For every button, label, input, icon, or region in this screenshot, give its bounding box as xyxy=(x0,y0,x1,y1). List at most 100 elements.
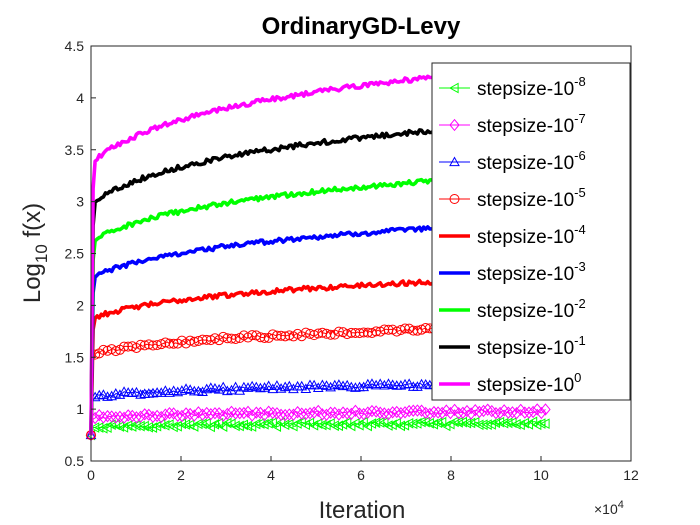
series-marker xyxy=(131,386,142,397)
legend-label-base: stepsize-10 xyxy=(477,79,574,100)
series-marker xyxy=(259,418,269,430)
series-marker xyxy=(226,384,237,395)
series-marker xyxy=(288,383,299,394)
series-marker xyxy=(519,417,529,429)
series-marker xyxy=(325,406,336,419)
series-marker xyxy=(226,333,237,344)
series-marker xyxy=(263,405,274,418)
x-axis-label: Iteration xyxy=(319,497,406,524)
y-tick-label: 2.5 xyxy=(65,246,85,262)
legend-item: stepsize-10-2 xyxy=(439,296,586,322)
series-marker xyxy=(280,331,291,342)
series-marker xyxy=(453,407,464,420)
series-marker xyxy=(408,325,419,336)
series-marker xyxy=(382,420,393,431)
series-marker xyxy=(511,418,521,430)
series-marker xyxy=(437,406,448,420)
series-marker xyxy=(403,378,415,389)
series-marker xyxy=(329,379,341,390)
series-marker xyxy=(176,409,188,423)
x-tick-label: 0 xyxy=(87,467,95,483)
series-marker xyxy=(131,411,142,424)
legend-item: stepsize-10-4 xyxy=(439,222,586,248)
series-marker xyxy=(147,340,158,351)
series-marker xyxy=(197,408,208,421)
legend-item: stepsize-10-5 xyxy=(439,185,586,211)
x-tick-label: 6 xyxy=(357,467,365,483)
series-marker xyxy=(106,410,117,423)
series-marker xyxy=(535,418,546,429)
series-marker xyxy=(205,408,216,421)
series-marker xyxy=(539,418,550,430)
series-0 xyxy=(85,416,550,441)
series-marker xyxy=(222,333,233,344)
series-marker xyxy=(259,332,270,343)
series-marker xyxy=(180,419,191,430)
series-marker xyxy=(341,417,352,428)
series-marker xyxy=(106,419,116,431)
series-marker xyxy=(222,385,233,396)
legend-label-base: stepsize-10 xyxy=(477,301,574,322)
legend-label: stepsize-10-1 xyxy=(477,333,586,359)
legend-item: stepsize-10-1 xyxy=(439,333,586,359)
series-marker xyxy=(234,385,246,395)
series-marker xyxy=(114,421,125,432)
legend-label: stepsize-10-4 xyxy=(477,222,586,248)
legend-marker xyxy=(449,118,460,132)
legend-label-exp: -7 xyxy=(574,111,586,126)
series-marker xyxy=(168,421,178,433)
series-marker xyxy=(317,408,328,421)
y-tick-label: 0.5 xyxy=(65,453,85,469)
series-marker xyxy=(486,419,496,430)
legend-label: stepsize-10-2 xyxy=(477,296,586,322)
series-marker xyxy=(176,385,188,395)
series-marker xyxy=(342,329,353,340)
series-marker xyxy=(296,380,308,391)
series-marker xyxy=(325,381,336,392)
series-marker xyxy=(123,341,134,352)
series-marker xyxy=(366,404,378,418)
series-marker xyxy=(354,419,364,431)
series-marker xyxy=(383,408,394,421)
series-marker xyxy=(482,419,492,430)
series-marker xyxy=(127,409,138,423)
series-marker xyxy=(374,417,385,428)
series-marker xyxy=(267,383,279,394)
legend-item: stepsize-10-3 xyxy=(439,259,586,285)
series-marker xyxy=(312,382,324,392)
series-marker xyxy=(147,387,159,398)
series-marker xyxy=(267,329,278,340)
y-tick-label: 4.5 xyxy=(65,38,85,54)
series-marker xyxy=(502,417,513,429)
series-marker xyxy=(412,381,423,391)
series-marker xyxy=(354,328,365,339)
series-marker xyxy=(135,339,146,350)
series-marker xyxy=(403,404,415,418)
legend-label-exp: 0 xyxy=(574,370,581,385)
series-marker xyxy=(379,324,390,335)
series-marker xyxy=(313,328,324,339)
series-marker xyxy=(135,389,146,399)
series-marker xyxy=(362,406,373,419)
series-marker xyxy=(461,417,472,429)
series-marker xyxy=(189,409,200,422)
series-marker xyxy=(217,421,228,432)
series-marker xyxy=(98,411,109,424)
series-marker xyxy=(308,406,320,419)
legend-label-exp: -4 xyxy=(574,222,586,237)
series-marker xyxy=(151,409,163,423)
series-marker xyxy=(119,341,130,352)
series-marker xyxy=(428,418,439,430)
series-marker xyxy=(192,418,203,430)
series-marker xyxy=(197,418,207,430)
series-marker xyxy=(238,419,248,431)
series-marker xyxy=(420,416,430,428)
series-marker xyxy=(379,379,390,390)
legend-marker xyxy=(448,82,459,94)
series-marker xyxy=(346,327,357,338)
series-marker xyxy=(379,407,390,420)
legend-label-base: stepsize-10 xyxy=(477,375,574,396)
series-marker xyxy=(540,403,551,416)
series-marker xyxy=(123,409,134,422)
series-marker xyxy=(118,411,130,425)
